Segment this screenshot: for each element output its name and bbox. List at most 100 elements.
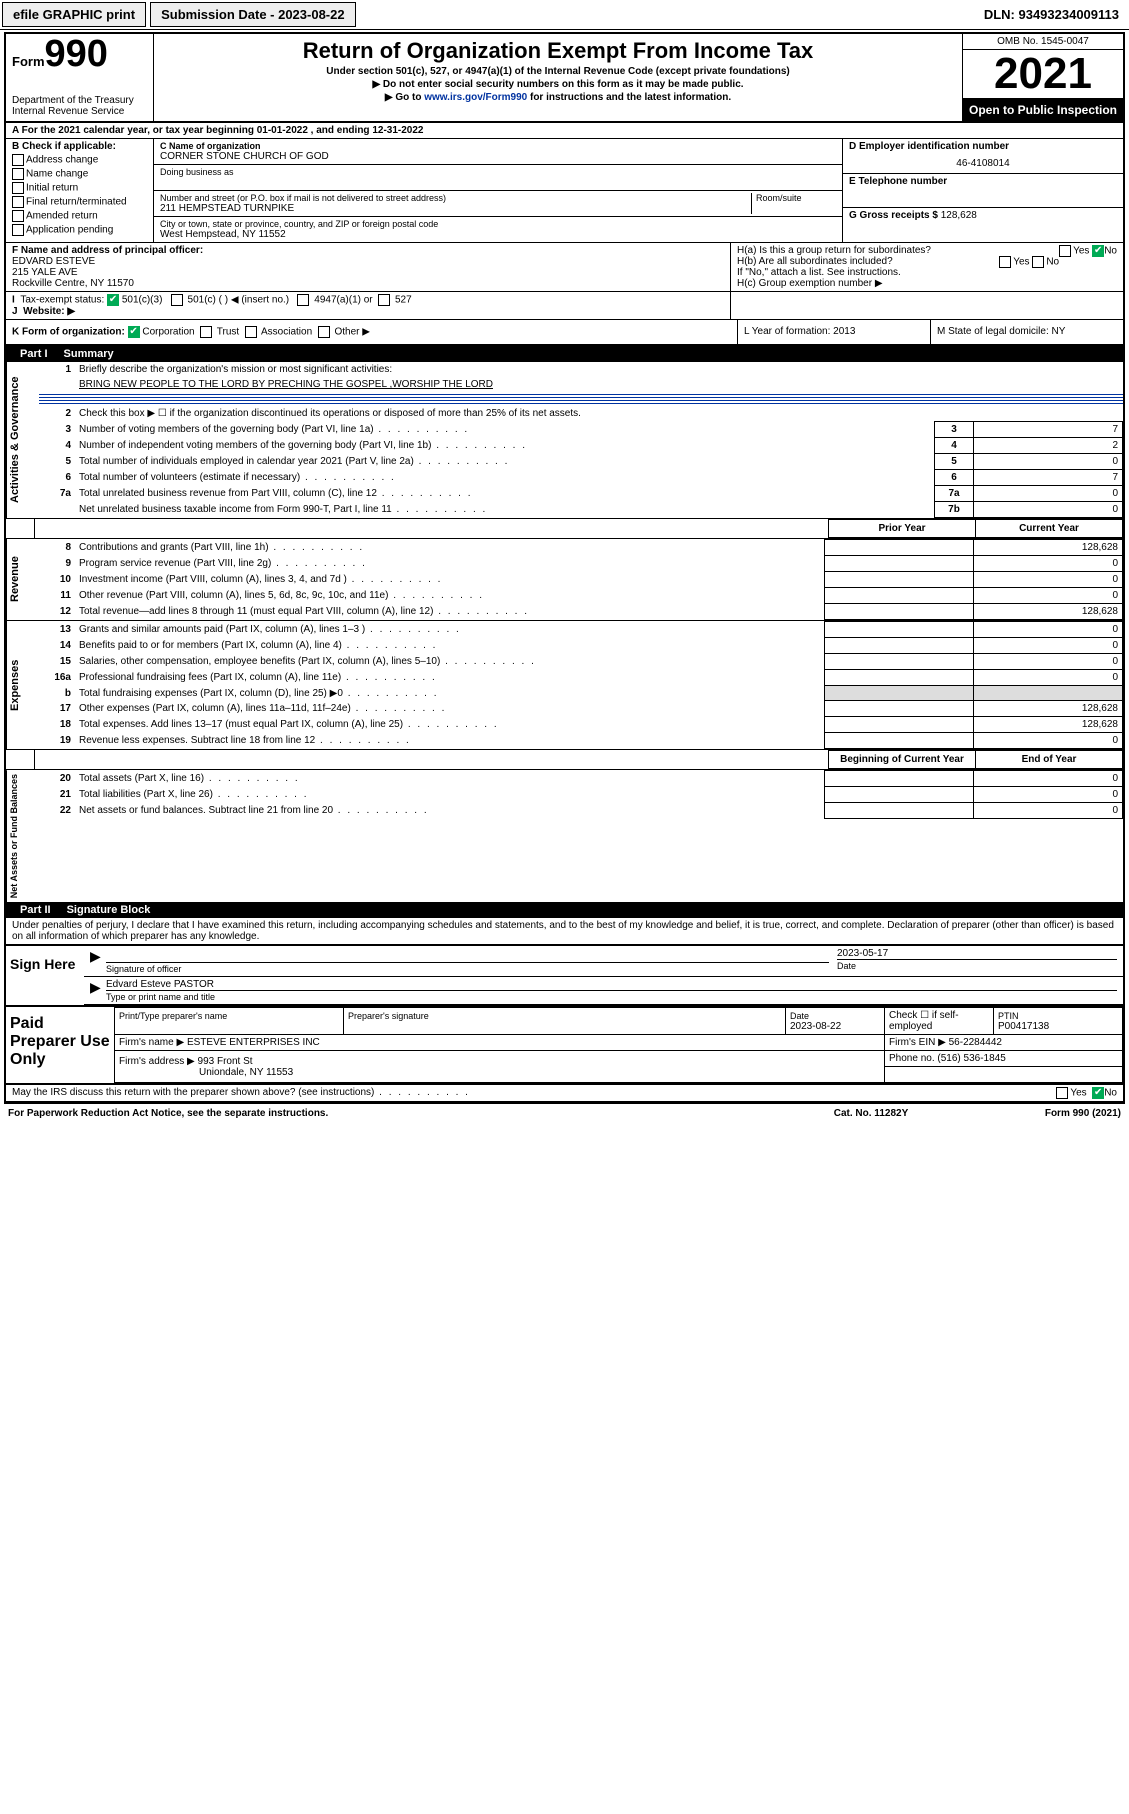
tax-year: 2021: [963, 50, 1123, 99]
row-i: I Tax-exempt status: ✔ 501(c)(3) 501(c) …: [12, 294, 724, 306]
col-c-org: C Name of organization CORNER STONE CHUR…: [154, 139, 842, 242]
prep-sig-label: Preparer's signature: [348, 1011, 781, 1021]
ein-value: 46-4108014: [849, 152, 1117, 169]
begin-end-header-row: Beginning of Current Year End of Year: [6, 750, 1123, 770]
firm-ein: 56-2284442: [949, 1037, 1002, 1048]
q2: Check this box ▶ ☐ if the organization d…: [75, 406, 1123, 421]
col-begin: Beginning of Current Year: [829, 751, 976, 769]
sig-date-value: 2023-05-17: [837, 948, 1117, 959]
check-final-return[interactable]: Final return/terminated: [12, 196, 147, 208]
row-j: J Website: ▶: [12, 306, 724, 317]
top-bar: efile GRAPHIC print Submission Date - 20…: [0, 0, 1129, 30]
signature-block: Under penalties of perjury, I declare th…: [6, 918, 1123, 1102]
submission-tab: Submission Date - 2023-08-22: [150, 2, 356, 27]
side-revenue: Revenue: [6, 539, 39, 620]
form-990-container: Form990 Department of the Treasury Inter…: [4, 32, 1125, 1104]
phone-label: E Telephone number: [849, 176, 1117, 187]
side-activities: Activities & Governance: [6, 362, 39, 518]
check-initial-return[interactable]: Initial return: [12, 182, 147, 194]
sign-here-label: Sign Here: [6, 946, 84, 1005]
expenses-section: Expenses 13Grants and similar amounts pa…: [6, 621, 1123, 749]
col-current: Current Year: [976, 520, 1123, 538]
officer-name: EDVARD ESTEVE: [12, 256, 724, 267]
paid-preparer-label: Paid Preparer Use Only: [6, 1007, 114, 1083]
h-c: H(c) Group exemption number ▶: [737, 278, 1117, 289]
room-label: Room/suite: [756, 193, 836, 203]
paid-preparer-grid: Paid Preparer Use Only Print/Type prepar…: [6, 1005, 1123, 1085]
part2-header: Part IISignature Block: [6, 902, 1123, 918]
prep-date: 2023-08-22: [790, 1021, 880, 1032]
firm-name: ESTEVE ENTERPRISES INC: [187, 1037, 320, 1048]
part1-header: Part ISummary: [6, 346, 1123, 362]
form-number: 990: [45, 33, 108, 75]
efile-tab[interactable]: efile GRAPHIC print: [2, 2, 146, 27]
org-addr: 211 HEMPSTEAD TURNPIKE: [160, 203, 751, 214]
prep-check[interactable]: Check ☐ if self-employed: [885, 1008, 994, 1035]
revenue-section: Revenue 8Contributions and grants (Part …: [6, 539, 1123, 620]
irs-link[interactable]: www.irs.gov/Form990: [424, 92, 527, 103]
net-section: Net Assets or Fund Balances 20Total asse…: [6, 770, 1123, 902]
subtitle-3: ▶ Go to www.irs.gov/Form990 for instruct…: [158, 92, 958, 103]
subtitle-2: ▶ Do not enter social security numbers o…: [158, 79, 958, 90]
page-footer: For Paperwork Reduction Act Notice, see …: [0, 1106, 1129, 1121]
org-city: West Hempstead, NY 11552: [160, 229, 836, 240]
city-label: City or town, state or province, country…: [160, 219, 836, 229]
addr-label: Number and street (or P.O. box if mail i…: [160, 193, 751, 203]
row-k: K Form of organization: ✔ Corporation Tr…: [6, 320, 1123, 346]
header-title-block: Return of Organization Exempt From Incom…: [154, 34, 962, 121]
form-id-box: Form990 Department of the Treasury Inter…: [6, 34, 154, 121]
org-name: CORNER STONE CHURCH OF GOD: [160, 151, 836, 162]
col-b-title: B Check if applicable:: [12, 141, 147, 152]
gross-value: 128,628: [941, 210, 977, 221]
check-application-pending[interactable]: Application pending: [12, 224, 147, 236]
prior-current-header-row: Prior Year Current Year: [6, 519, 1123, 539]
k-year: L Year of formation: 2013: [737, 320, 930, 344]
declaration: Under penalties of perjury, I declare th…: [6, 918, 1123, 944]
officer-addr1: 215 YALE AVE: [12, 267, 724, 278]
activities-section: Activities & Governance 1Briefly describ…: [6, 362, 1123, 518]
q1-answer: BRING NEW PEOPLE TO THE LORD BY PRECHING…: [75, 377, 1123, 392]
dln: DLN: 93493234009113: [974, 3, 1129, 26]
cat-no: Cat. No. 11282Y: [771, 1108, 971, 1119]
dba-label: Doing business as: [160, 167, 836, 177]
col-b-checks: B Check if applicable: Address change Na…: [6, 139, 154, 242]
k-state: M State of legal domicile: NY: [930, 320, 1123, 344]
header-row: Form990 Department of the Treasury Inter…: [6, 34, 1123, 123]
h-a: H(a) Is this a group return for subordin…: [737, 245, 1117, 256]
officer-print-name: Edvard Esteve PASTOR: [106, 979, 1117, 990]
ein-label: D Employer identification number: [849, 141, 1117, 152]
open-inspection: Open to Public Inspection: [963, 99, 1123, 121]
form-footer: Form 990 (2021): [971, 1108, 1121, 1119]
q1: Briefly describe the organization's miss…: [75, 362, 1123, 377]
sign-here-grid: Sign Here ▶ Signature of officer 2023-05…: [6, 944, 1123, 1005]
check-address-change[interactable]: Address change: [12, 154, 147, 166]
org-name-label: C Name of organization: [160, 141, 836, 151]
row-f-h: F Name and address of principal officer:…: [6, 243, 1123, 292]
subtitle-1: Under section 501(c), 527, or 4947(a)(1)…: [158, 66, 958, 77]
check-amended[interactable]: Amended return: [12, 210, 147, 222]
check-name-change[interactable]: Name change: [12, 168, 147, 180]
row-a-tax-year: A For the 2021 calendar year, or tax yea…: [6, 123, 1123, 139]
form-title: Return of Organization Exempt From Incom…: [158, 38, 958, 64]
firm-addr2: Uniondale, NY 11553: [119, 1067, 293, 1078]
officer-label: F Name and address of principal officer:: [12, 245, 724, 256]
col-d: D Employer identification number 46-4108…: [842, 139, 1123, 242]
side-net: Net Assets or Fund Balances: [6, 770, 39, 902]
side-expenses: Expenses: [6, 621, 39, 749]
prep-name-label: Print/Type preparer's name: [119, 1011, 339, 1021]
h-b: H(b) Are all subordinates included?Yes N…: [737, 256, 1117, 267]
date-label: Date: [837, 959, 1117, 971]
paperwork-notice: For Paperwork Reduction Act Notice, see …: [8, 1108, 771, 1119]
firm-addr1: 993 Front St: [198, 1056, 253, 1067]
col-prior: Prior Year: [829, 520, 976, 538]
omb-number: OMB No. 1545-0047: [963, 34, 1123, 50]
firm-phone: (516) 536-1845: [937, 1053, 1005, 1064]
col-end: End of Year: [976, 751, 1123, 769]
gross-label: G Gross receipts $: [849, 210, 941, 221]
may-irs-row: May the IRS discuss this return with the…: [6, 1085, 1123, 1102]
sig-officer-label: Signature of officer: [106, 962, 829, 974]
ptin: P00417138: [998, 1021, 1118, 1032]
officer-print-label: Type or print name and title: [106, 990, 1117, 1002]
row-i-j: I Tax-exempt status: ✔ 501(c)(3) 501(c) …: [6, 292, 1123, 320]
form-prefix: Form: [12, 54, 45, 69]
